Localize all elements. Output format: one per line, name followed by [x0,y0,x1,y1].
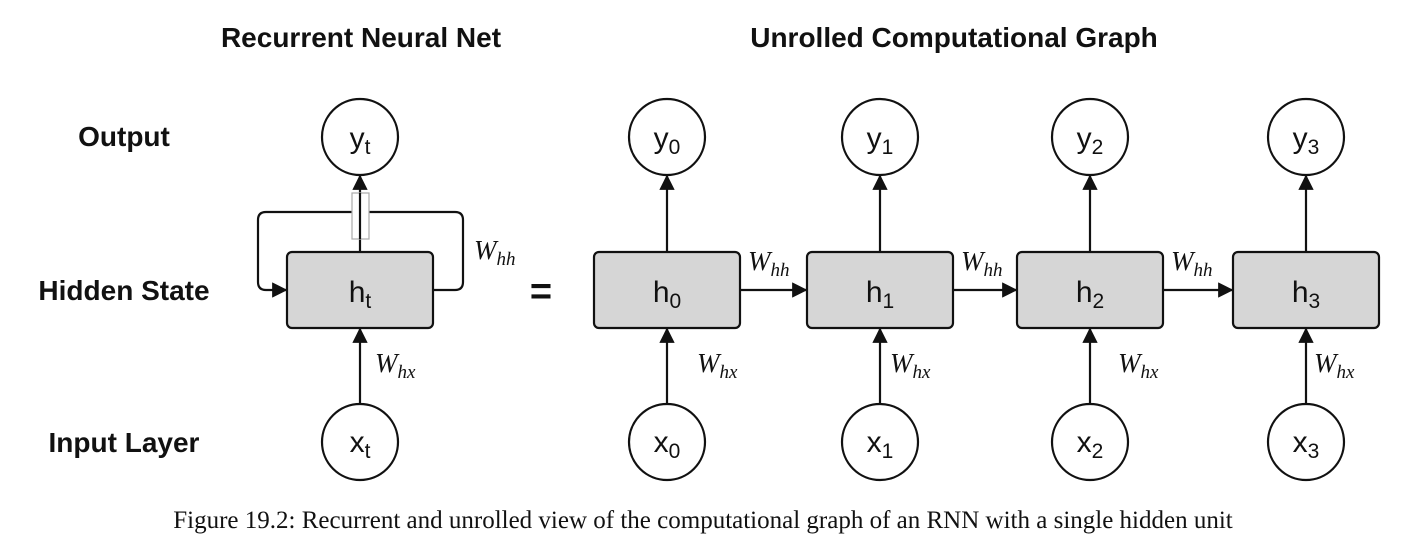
recurrent-heading: Recurrent Neural Net [221,22,501,53]
input-label-1: x1 [867,426,894,463]
input-node-1 [840,402,920,482]
input-node-3 [1266,402,1346,482]
input-label-3: x3 [1293,426,1320,463]
equals-sign: = [530,271,552,313]
unrolled-heading: Unrolled Computational Graph [750,22,1158,53]
recurrent-output-label: yt [350,122,371,159]
hidden-label-3: h3 [1292,276,1320,313]
output-label-2: y2 [1077,122,1104,159]
output-node-0 [627,97,707,177]
output-row-label: Output [78,121,170,152]
unrolled-graph: y0 h0 x0 Whx y1 h1 x1 Whx y2 h2 x2 Whx y3 h3 x3 Whx Whh W… [592,97,1381,482]
recurrent-whh-label: Whh [474,235,516,270]
output-node-2 [1050,97,1130,177]
output-label-0: y0 [654,122,681,159]
input-node-2 [1050,402,1130,482]
hidden-label-0: h0 [653,276,681,313]
whx-label-3: Whx [1314,348,1355,383]
figure-caption: Figure 19.2: Recurrent and unrolled view… [173,507,1233,534]
whh-label-0: Whh [748,246,790,281]
recurrent-network: yt ht xt Whh Whx [256,97,516,482]
input-label-2: x2 [1077,426,1104,463]
output-node-1 [840,97,920,177]
whh-label-1: Whh [961,246,1003,281]
recurrent-hidden-node [285,250,435,330]
output-label-1: y1 [867,122,894,159]
recurrent-whx-label: Whx [375,348,416,383]
whx-label-2: Whx [1118,348,1159,383]
recurrent-input-label: xt [350,426,371,463]
input-row-label: Input Layer [49,427,200,458]
hidden-row-label: Hidden State [38,275,209,306]
whh-label-2: Whh [1171,246,1213,281]
output-node-3 [1266,97,1346,177]
output-label-3: y3 [1293,122,1320,159]
recurrent-output-node [320,97,400,177]
hidden-label-1: h1 [866,276,894,313]
recurrent-hidden-label: ht [349,276,372,313]
recurrent-input-node [320,402,400,482]
whx-label-1: Whx [890,348,931,383]
hidden-label-2: h2 [1076,276,1104,313]
input-label-0: x0 [654,426,681,463]
input-node-0 [627,402,707,482]
whx-label-0: Whx [697,348,738,383]
